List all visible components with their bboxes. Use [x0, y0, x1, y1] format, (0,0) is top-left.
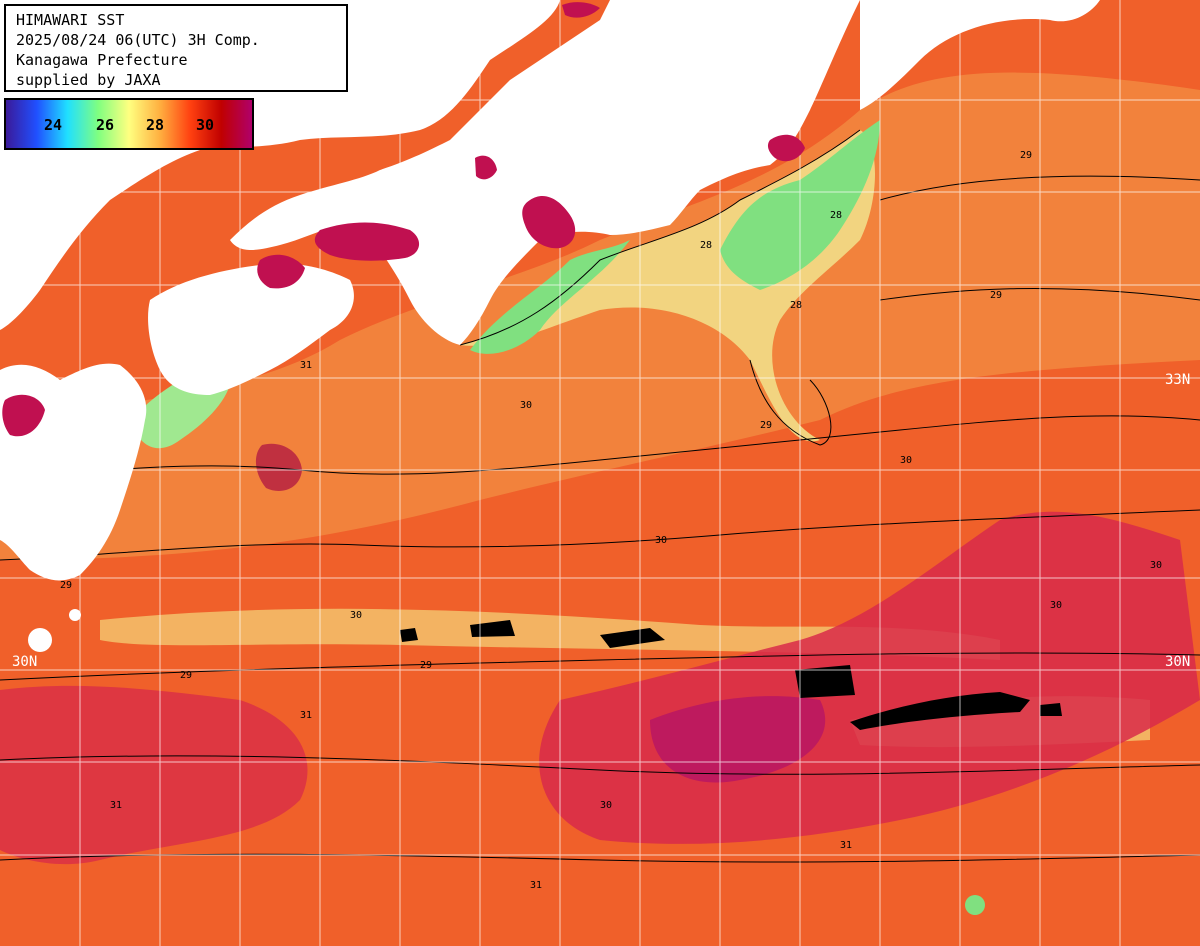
contour-value-label: 30	[655, 535, 668, 546]
coastal-hot-5	[475, 155, 497, 180]
contour-value-label: 31	[110, 800, 123, 811]
contour-value-label: 29	[1020, 150, 1033, 161]
missing-data-4	[795, 665, 855, 698]
contour-value-label: 31	[530, 880, 543, 891]
missing-data-6	[1040, 703, 1062, 716]
missing-data-2	[470, 620, 515, 637]
coastal-hot-4	[767, 134, 805, 162]
contour-value-label: 28	[830, 210, 843, 221]
contour-value-label: 28	[700, 240, 713, 251]
missing-data-5	[850, 692, 1030, 730]
legend-tick-30: 30	[196, 116, 215, 134]
contour-value-label: 30	[600, 800, 613, 811]
contour-value-label: 29	[180, 670, 193, 681]
lat-label-33n: 33N	[1165, 372, 1191, 388]
contour-value-label: 29	[760, 420, 773, 431]
title-box: HIMAWARI SST 2025/08/24 06(UTC) 3H Comp.…	[4, 4, 348, 92]
contour-value-label: 31	[300, 360, 313, 371]
title-line-product: HIMAWARI SST	[16, 11, 125, 29]
coastal-hot-6	[562, 2, 600, 18]
lat-label-30n-left: 30N	[12, 654, 38, 670]
legend-tick-26: 26	[96, 116, 115, 134]
hottest-zone	[650, 696, 826, 783]
contour-value-label: 31	[840, 840, 853, 851]
coastal-hot-7	[2, 394, 46, 437]
land-kanto	[860, 0, 1100, 110]
title-line-region: Kanagawa Prefecture	[16, 51, 188, 69]
missing-data-1	[400, 628, 418, 642]
contour-value-label: 28	[790, 300, 803, 311]
color-legend: 24 26 28 30	[4, 98, 254, 150]
title-line-credit: supplied by JAXA	[16, 71, 161, 89]
land-shikoku	[148, 263, 354, 395]
legend-tick-24: 24	[44, 116, 63, 134]
island-tanegashima	[28, 628, 52, 652]
contour-value-label: 30	[350, 610, 363, 621]
contour-value-label: 30	[520, 400, 533, 411]
contour-value-label: 30	[1050, 600, 1063, 611]
hot-zone-west	[0, 685, 308, 865]
title-line-datetime: 2025/08/24 06(UTC) 3H Comp.	[16, 31, 260, 49]
hot-spot-shikoku	[255, 443, 302, 491]
contour-value-label: 30	[1150, 560, 1163, 571]
coastal-hot-2	[314, 222, 420, 261]
contour-value-label: 29	[990, 290, 1003, 301]
island-yakushima	[69, 609, 81, 621]
lat-label-30n-right: 30N	[1165, 654, 1191, 670]
coastal-hot-3	[257, 254, 305, 289]
legend-tick-28: 28	[146, 116, 165, 134]
contour-value-label: 29	[420, 660, 433, 671]
island-south	[965, 895, 985, 915]
missing-data-3	[600, 628, 665, 648]
contour-value-label: 30	[900, 455, 913, 466]
coastal-hot-1	[522, 195, 576, 249]
contour-value-label: 29	[60, 580, 73, 591]
contour-value-label: 31	[300, 710, 313, 721]
cold-water-patch-west	[470, 240, 630, 354]
